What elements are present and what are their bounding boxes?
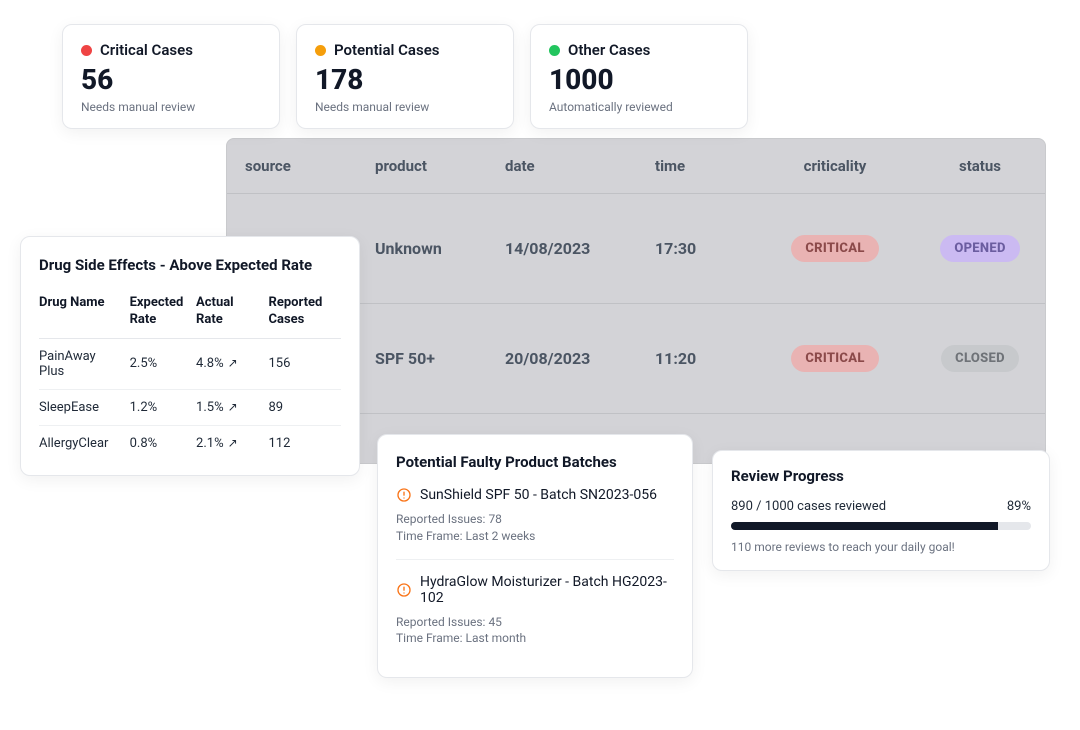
criticality-pill: CRITICAL <box>791 235 878 262</box>
batch-name-label: SunShield SPF 50 - Batch SN2023-056 <box>420 487 657 503</box>
side-effects-table: Drug Name Expected Rate Actual Rate Repo… <box>39 289 341 461</box>
sfx-reported: 89 <box>269 389 342 425</box>
summary-count: 1000 <box>549 65 729 96</box>
summary-subtitle: Needs manual review <box>81 100 261 114</box>
cases-table-header: source product date time criticality sta… <box>227 139 1045 193</box>
col-source: source <box>245 157 375 175</box>
progress-status: 890 / 1000 cases reviewed <box>731 499 886 514</box>
batch-issues: Reported Issues: 45 <box>396 614 674 631</box>
progress-bar-fill <box>731 522 998 530</box>
summary-title: Potential Cases <box>334 41 439 59</box>
summary-critical-card[interactable]: Critical Cases 56 Needs manual review <box>62 24 280 129</box>
sfx-col-actual: Actual Rate <box>196 289 268 338</box>
sfx-col-expected: Expected Rate <box>130 289 196 338</box>
summary-title: Critical Cases <box>100 41 193 59</box>
batch-item[interactable]: SunShield SPF 50 - Batch SN2023-056 Repo… <box>396 483 674 559</box>
trend-up-icon: ↗ <box>228 356 238 370</box>
other-dot-icon <box>549 45 560 56</box>
sfx-reported: 156 <box>269 338 342 389</box>
sfx-expected: 2.5% <box>130 338 196 389</box>
faulty-batches-title: Potential Faulty Product Batches <box>396 453 674 471</box>
summary-title: Other Cases <box>568 41 650 59</box>
batch-name-label: HydraGlow Moisturizer - Batch HG2023-102 <box>420 574 674 606</box>
warning-icon <box>396 487 412 503</box>
summary-count: 178 <box>315 65 495 96</box>
faulty-batches-card: Potential Faulty Product Batches SunShie… <box>377 434 693 678</box>
batch-item[interactable]: HydraGlow Moisturizer - Batch HG2023-102… <box>396 559 674 662</box>
col-time: time <box>655 157 755 175</box>
critical-dot-icon <box>81 45 92 56</box>
status-pill: CLOSED <box>941 345 1019 372</box>
progress-title: Review Progress <box>731 467 1031 485</box>
cell-date: 14/08/2023 <box>505 239 655 258</box>
progress-hint: 110 more reviews to reach your daily goa… <box>731 540 1031 554</box>
criticality-pill: CRITICAL <box>791 345 878 372</box>
progress-bar <box>731 522 1031 530</box>
summary-other-card[interactable]: Other Cases 1000 Automatically reviewed <box>530 24 748 129</box>
sfx-actual: 1.5%↗ <box>196 389 268 425</box>
sfx-drug: AllergyClear <box>39 425 130 461</box>
summary-potential-card[interactable]: Potential Cases 178 Needs manual review <box>296 24 514 129</box>
cell-time: 17:30 <box>655 239 755 258</box>
side-effects-card: Drug Side Effects - Above Expected Rate … <box>20 236 360 476</box>
summary-count: 56 <box>81 65 261 96</box>
sfx-expected: 0.8% <box>130 425 196 461</box>
sfx-reported: 112 <box>269 425 342 461</box>
sfx-col-reported: Reported Cases <box>269 289 342 338</box>
side-effects-title: Drug Side Effects - Above Expected Rate <box>39 255 341 275</box>
sfx-row: SleepEase 1.2% 1.5%↗ 89 <box>39 389 341 425</box>
sfx-row: AllergyClear 0.8% 2.1%↗ 112 <box>39 425 341 461</box>
sfx-drug: PainAway Plus <box>39 338 130 389</box>
summary-subtitle: Needs manual review <box>315 100 495 114</box>
batch-timeframe: Time Frame: Last month <box>396 630 674 647</box>
summary-subtitle: Automatically reviewed <box>549 100 729 114</box>
col-status: status <box>915 157 1045 175</box>
sfx-actual: 4.8%↗ <box>196 338 268 389</box>
warning-icon <box>396 582 412 598</box>
batch-issues: Reported Issues: 78 <box>396 511 674 528</box>
trend-up-icon: ↗ <box>228 400 238 414</box>
sfx-drug: SleepEase <box>39 389 130 425</box>
status-pill: OPENED <box>940 235 1019 262</box>
cell-product: SPF 50+ <box>375 349 505 368</box>
potential-dot-icon <box>315 45 326 56</box>
cell-product: Unknown <box>375 239 505 258</box>
sfx-actual: 2.1%↗ <box>196 425 268 461</box>
col-product: product <box>375 157 505 175</box>
col-criticality: criticality <box>755 157 915 175</box>
cell-time: 11:20 <box>655 349 755 368</box>
batch-timeframe: Time Frame: Last 2 weeks <box>396 528 674 545</box>
review-progress-card: Review Progress 890 / 1000 cases reviewe… <box>712 450 1050 571</box>
trend-up-icon: ↗ <box>228 436 238 450</box>
sfx-row: PainAway Plus 2.5% 4.8%↗ 156 <box>39 338 341 389</box>
progress-percent: 89% <box>1007 499 1031 514</box>
cell-date: 20/08/2023 <box>505 349 655 368</box>
sfx-col-drug: Drug Name <box>39 289 130 338</box>
sfx-expected: 1.2% <box>130 389 196 425</box>
col-date: date <box>505 157 655 175</box>
